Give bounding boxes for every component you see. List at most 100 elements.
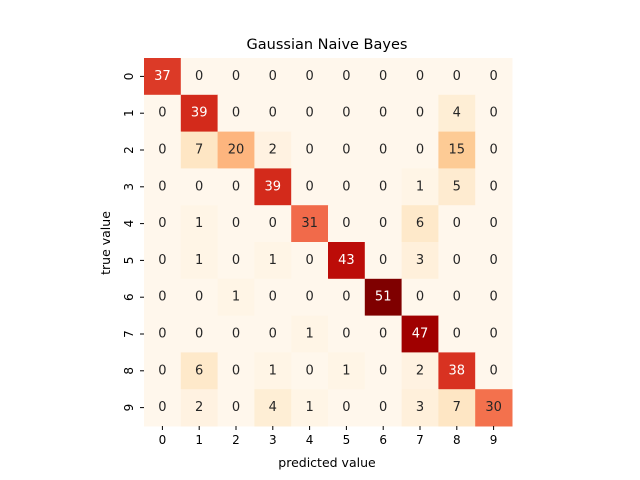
heatmap-cell <box>401 315 439 353</box>
heatmap-cell <box>328 94 366 133</box>
x-tick-label: 8 <box>453 433 461 447</box>
cell-value-label: 0 <box>379 143 387 158</box>
cell-value-label: 0 <box>416 106 424 121</box>
heatmap-cell <box>291 352 329 390</box>
cell-value-label: 0 <box>232 327 240 342</box>
heatmap-cell <box>291 58 329 96</box>
cell-value-label: 0 <box>342 69 350 84</box>
heatmap-cell <box>291 242 329 280</box>
heatmap-cell <box>217 131 255 169</box>
heatmap-cell <box>217 389 255 427</box>
heatmap-cell <box>401 131 439 169</box>
cell-value-label: 2 <box>416 363 424 378</box>
heatmap-cell <box>180 315 219 353</box>
cell-value-label: 0 <box>489 253 497 268</box>
cell-value-label: 1 <box>305 327 313 342</box>
heatmap-cell <box>254 389 292 427</box>
heatmap-cell <box>328 352 366 390</box>
cell-value-label: 0 <box>232 106 240 121</box>
y-tick-label: 5 <box>122 257 136 265</box>
cell-value-label: 0 <box>379 400 387 415</box>
cell-value-label: 7 <box>195 143 203 158</box>
cell-value-label: 0 <box>305 179 313 194</box>
heatmap-cell <box>217 352 255 390</box>
heatmap-cell <box>475 131 513 169</box>
heatmap-cell <box>254 205 292 243</box>
heatmap-cell <box>475 58 513 96</box>
cell-value-label: 0 <box>232 179 240 194</box>
x-tick-label: 0 <box>159 433 167 447</box>
heatmap-cell <box>401 94 439 133</box>
heatmap-cell <box>364 278 403 317</box>
heatmap-cell <box>475 389 513 427</box>
cell-value-label: 0 <box>158 327 166 342</box>
heatmap-cell <box>401 352 439 390</box>
cell-value-label: 30 <box>485 400 502 415</box>
y-tick-label: 9 <box>122 404 136 412</box>
cell-value-label: 0 <box>416 69 424 84</box>
cell-value-label: 0 <box>489 69 497 84</box>
heatmap-cell <box>180 205 219 243</box>
heatmap-cell <box>144 205 182 243</box>
x-tick-label: 5 <box>343 433 351 447</box>
heatmap-cell <box>291 315 329 353</box>
y-tick-label: 4 <box>122 220 136 228</box>
cell-value-label: 1 <box>195 253 203 268</box>
cell-value-label: 0 <box>379 69 387 84</box>
heatmap-cell <box>438 278 476 317</box>
heatmap-cell <box>438 315 476 353</box>
cell-value-label: 47 <box>412 327 429 342</box>
heatmap-cell <box>144 278 182 317</box>
y-tick-label: 2 <box>122 146 136 154</box>
heatmap-cell <box>254 278 292 317</box>
cell-value-label: 0 <box>305 106 313 121</box>
heatmap-cell <box>254 131 292 169</box>
heatmap-cell <box>144 315 182 353</box>
cell-value-label: 0 <box>489 179 497 194</box>
cell-value-label: 0 <box>342 143 350 158</box>
heatmap-cell <box>217 168 255 206</box>
y-tick-label: 8 <box>122 367 136 375</box>
heatmap-cell <box>328 168 366 206</box>
heatmap-cell <box>364 168 403 206</box>
heatmap-cell <box>401 389 439 427</box>
cell-value-label: 0 <box>416 143 424 158</box>
cell-value-label: 0 <box>489 290 497 305</box>
cell-value-label: 0 <box>305 290 313 305</box>
cell-value-label: 0 <box>305 363 313 378</box>
cell-value-label: 0 <box>379 106 387 121</box>
heatmap-cell <box>254 352 292 390</box>
x-axis-ticks: 0 1 2 3 4 5 6 7 8 9 <box>159 426 497 447</box>
cell-value-label: 5 <box>453 179 461 194</box>
cell-value-label: 31 <box>301 216 318 231</box>
cell-value-label: 4 <box>453 106 461 121</box>
cell-value-label: 0 <box>416 290 424 305</box>
heatmap-cell <box>438 94 476 133</box>
heatmap-cell <box>475 315 513 353</box>
cell-value-label: 0 <box>489 106 497 121</box>
heatmap-cell <box>180 278 219 317</box>
heatmap-cell <box>217 315 255 353</box>
heatmap-cell <box>144 389 182 427</box>
cell-value-label: 0 <box>158 179 166 194</box>
heatmap-cell <box>291 168 329 206</box>
heatmap-cell <box>364 58 403 96</box>
cell-value-label: 2 <box>195 400 203 415</box>
heatmap-cell <box>144 58 182 96</box>
heatmap-cell <box>180 242 219 280</box>
cell-value-label: 0 <box>489 143 497 158</box>
cell-value-label: 0 <box>453 253 461 268</box>
heatmap-cell <box>217 205 255 243</box>
heatmap-cell <box>438 352 476 390</box>
heatmap-cell <box>438 205 476 243</box>
heatmap-cell <box>180 58 219 96</box>
heatmap-cell <box>364 315 403 353</box>
cell-value-label: 0 <box>269 106 277 121</box>
heatmap-cell <box>144 131 182 169</box>
heatmap-cell <box>328 242 366 280</box>
heatmap-cell <box>217 278 255 317</box>
cell-value-label: 0 <box>453 290 461 305</box>
cell-value-label: 39 <box>191 106 208 121</box>
heatmap-cell <box>328 278 366 317</box>
heatmap-cell <box>217 58 255 96</box>
